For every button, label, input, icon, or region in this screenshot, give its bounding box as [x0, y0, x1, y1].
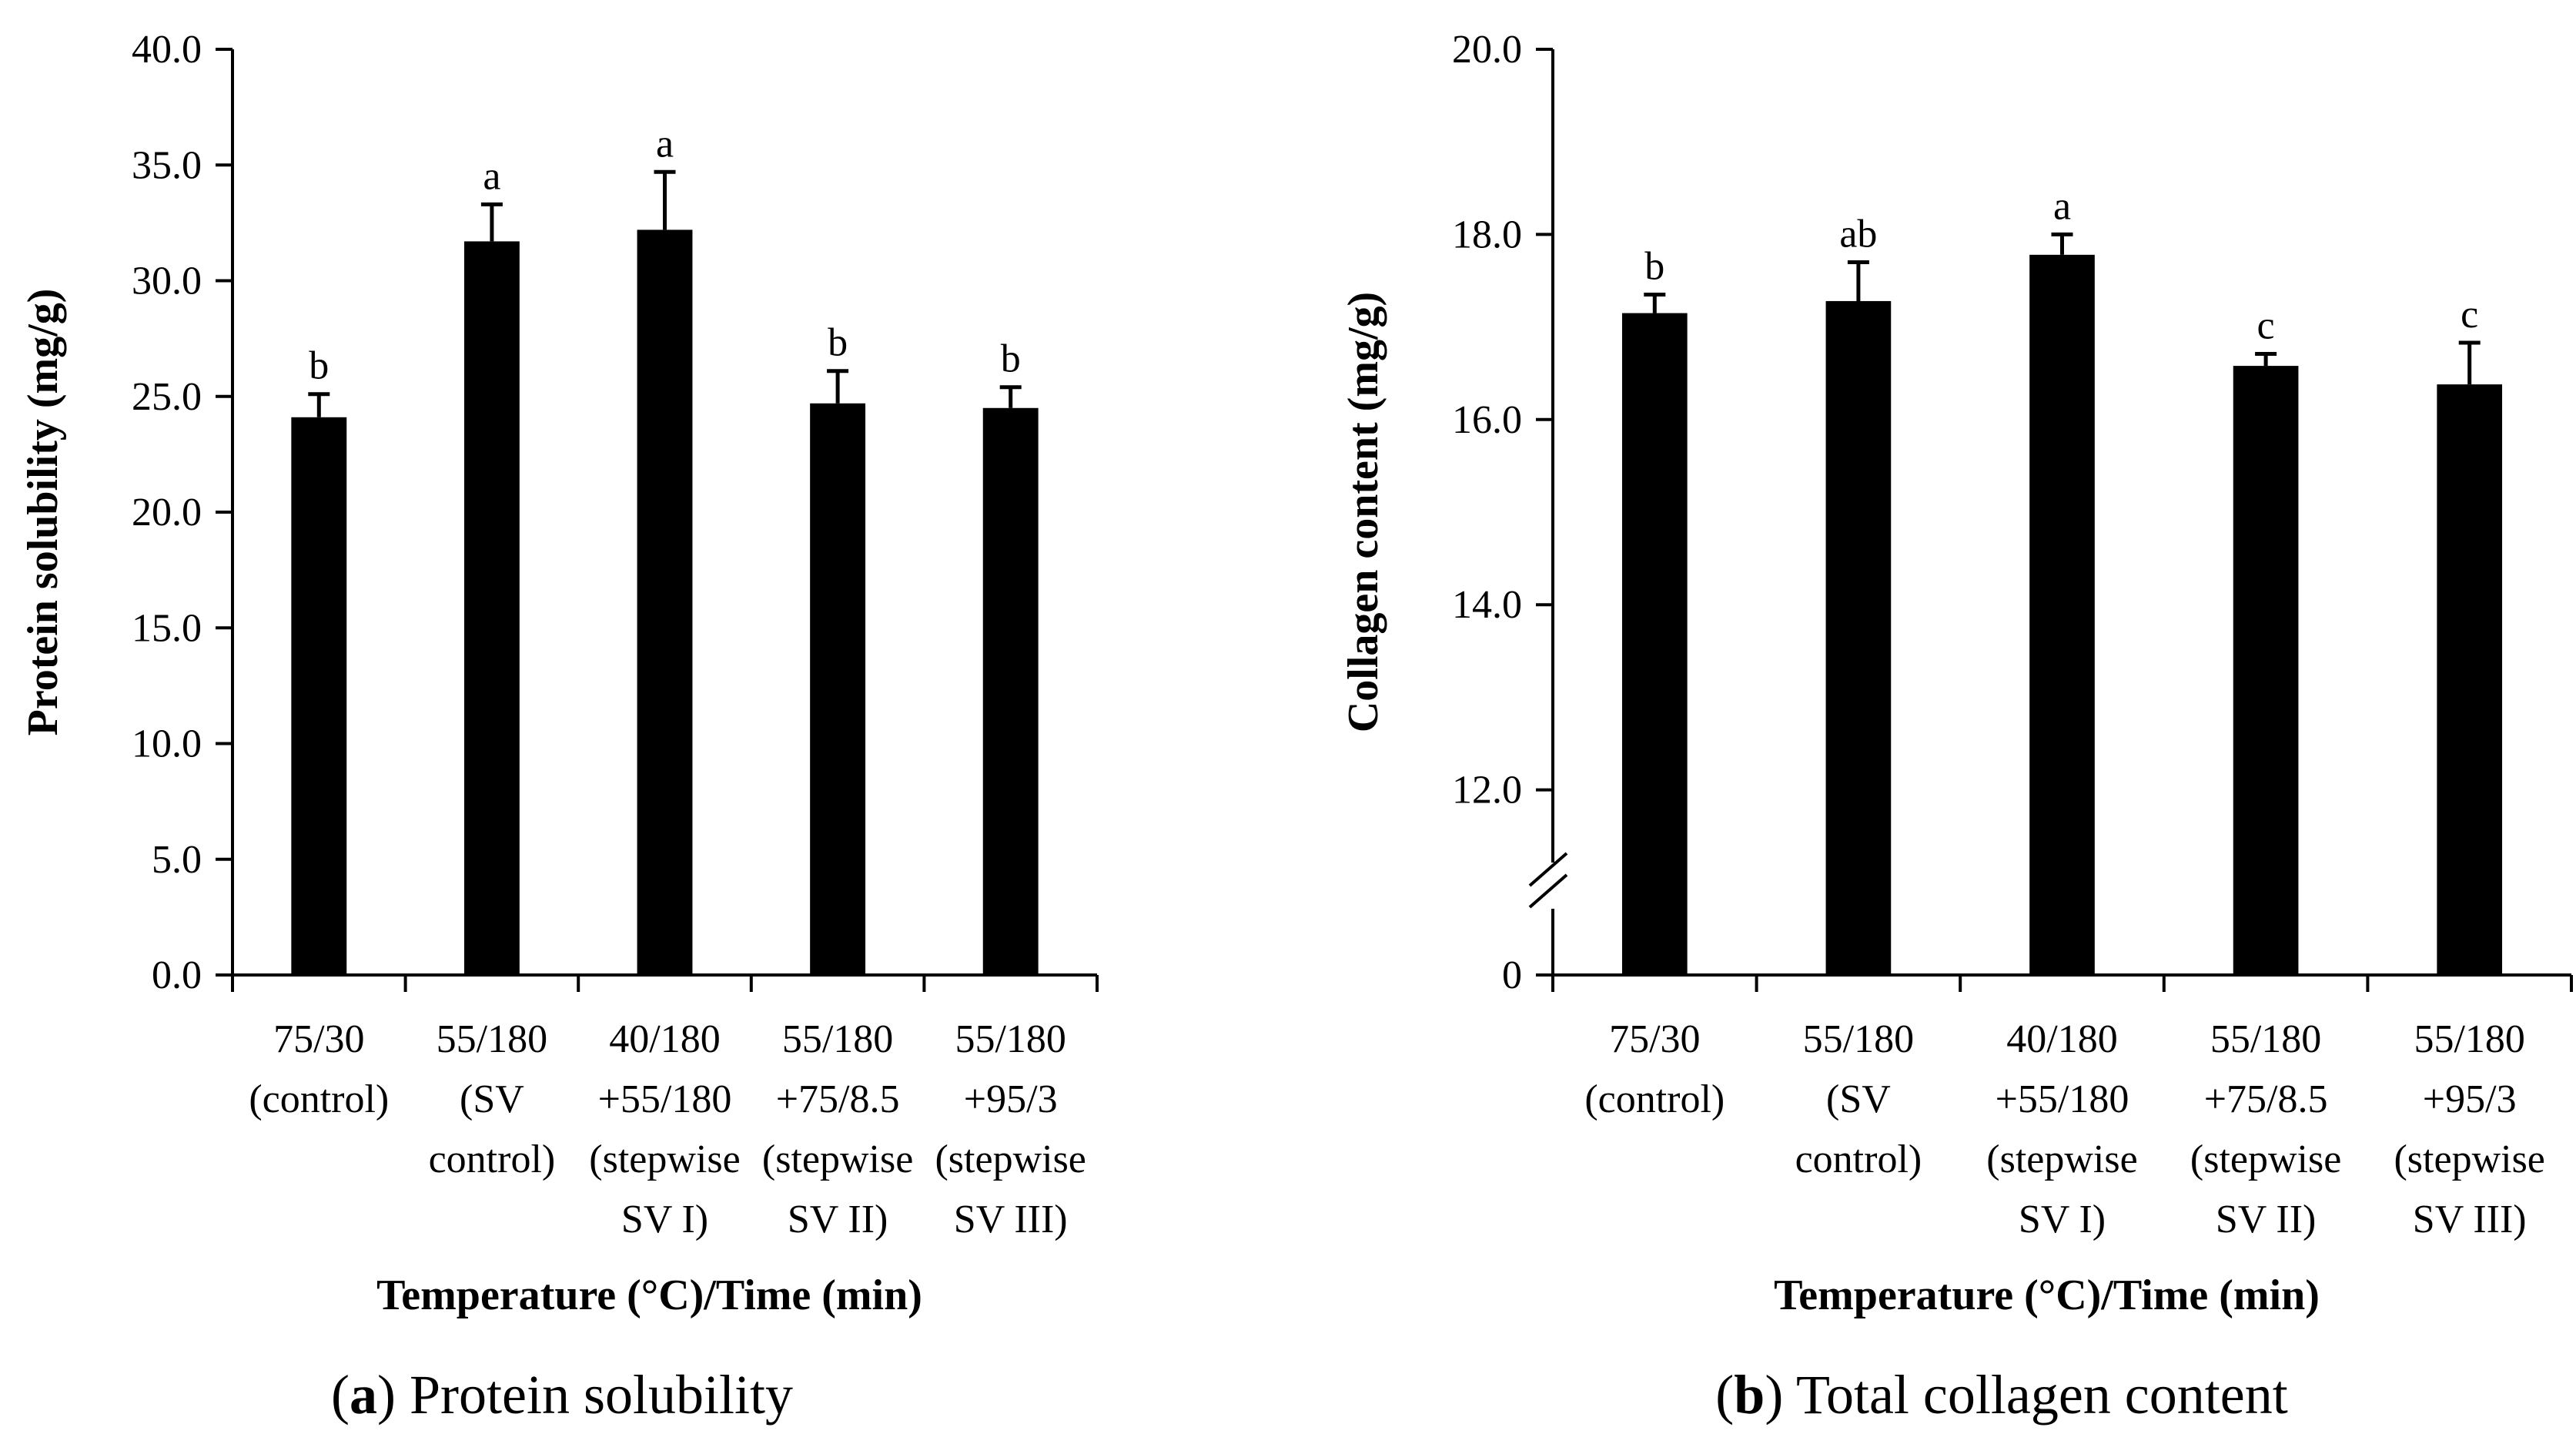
x-tick-label: 40/180: [609, 1017, 720, 1061]
x-tick-label: (stepwise: [935, 1137, 1086, 1181]
bar: [463, 241, 520, 975]
x-tick-label: SV I): [621, 1198, 708, 1241]
panel-caption: (a) Protein solubility: [331, 1364, 793, 1426]
bar: [1621, 313, 1688, 975]
panel-caption-text: ) Protein solubility: [377, 1364, 793, 1426]
y-tick-label: 30.0: [132, 260, 202, 303]
x-tick-label: (stepwise: [589, 1137, 740, 1181]
x-tick-label: SV III): [954, 1198, 1068, 1241]
significance-label: b: [1001, 337, 1021, 381]
y-axis-title: Collagen content (mg/g): [1340, 292, 1387, 732]
bar: [1825, 300, 1892, 976]
x-tick-label: (stepwise: [2190, 1137, 2341, 1181]
x-tick-label: control): [429, 1137, 556, 1181]
significance-label: c: [2461, 293, 2478, 337]
y-tick-label: 0: [1502, 953, 1522, 997]
panel-caption-letter: b: [1734, 1364, 1765, 1426]
panel-caption-letter: a: [350, 1364, 377, 1426]
x-tick-label: (stepwise: [2394, 1137, 2544, 1181]
y-tick-label: 16.0: [1452, 398, 1522, 442]
y-tick-label: 20.0: [132, 491, 202, 534]
x-tick-label: SV II): [788, 1198, 888, 1241]
panel-caption-text: ) Total collagen content: [1765, 1364, 2287, 1426]
bar: [2029, 254, 2095, 975]
x-tick-label: (control): [249, 1077, 389, 1121]
x-tick-label: (stepwise: [1986, 1137, 2137, 1181]
x-tick-label: 55/180: [437, 1017, 547, 1061]
bar: [291, 417, 347, 975]
x-tick-label: +95/3: [964, 1077, 1058, 1121]
axis-break-mark-upper: [1528, 852, 1568, 887]
significance-label: a: [2053, 184, 2071, 228]
y-tick-label: 40.0: [132, 28, 202, 72]
bar: [982, 407, 1039, 975]
y-tick-label: 25.0: [132, 375, 202, 419]
x-tick-label: control): [1795, 1137, 1922, 1181]
y-tick-label: 0.0: [152, 953, 202, 997]
x-tick-label: 55/180: [955, 1017, 1066, 1061]
significance-label: b: [309, 344, 329, 388]
significance-label: a: [656, 122, 674, 166]
panel-b: 012.014.016.018.020.0b75/30(control)ab55…: [1340, 28, 2573, 1426]
bar: [2233, 366, 2299, 976]
significance-label: c: [2257, 303, 2275, 347]
y-axis-title: Protein solubility (mg/g): [19, 289, 67, 736]
x-tick-label: +75/8.5: [776, 1077, 900, 1121]
x-tick-label: 75/30: [1609, 1017, 1700, 1061]
y-tick-label: 14.0: [1452, 583, 1522, 627]
x-tick-label: (control): [1584, 1077, 1725, 1121]
x-tick-label: SV I): [2019, 1198, 2106, 1241]
x-tick-label: 55/180: [1803, 1017, 1914, 1061]
x-tick-label: +75/8.5: [2204, 1077, 2328, 1121]
x-tick-label: +55/180: [598, 1077, 732, 1121]
y-tick-label: 5.0: [152, 838, 202, 882]
bar: [637, 229, 693, 975]
x-axis-title: Temperature (°C)/Time (min): [376, 1271, 922, 1319]
y-tick-label: 18.0: [1452, 213, 1522, 256]
y-tick-label: 10.0: [132, 722, 202, 766]
y-tick-label: 12.0: [1452, 769, 1522, 812]
x-tick-label: SV II): [2216, 1198, 2316, 1241]
y-tick-label: 35.0: [132, 143, 202, 187]
panel-a: 0.0 5.0 10.0 15.0 20.0 25.0 30.0 35.0 40.0 b 75/30…: [19, 28, 1099, 1426]
significance-label: a: [483, 154, 500, 198]
x-axis-title: Temperature (°C)/Time (min): [1774, 1271, 2320, 1319]
x-tick-label: (SV: [460, 1077, 524, 1121]
axis-break-mark-lower: [1528, 873, 1568, 909]
x-tick-label: +55/180: [1996, 1077, 2129, 1121]
bar: [2437, 384, 2503, 975]
x-tick-label: 55/180: [782, 1017, 893, 1061]
y-tick-label: 15.0: [132, 606, 202, 650]
x-tick-label: SV III): [2413, 1198, 2527, 1241]
x-tick-label: (SV: [1826, 1077, 1891, 1121]
significance-label: b: [828, 321, 848, 365]
x-tick-label: +95/3: [2423, 1077, 2517, 1121]
x-tick-label: 40/180: [2006, 1017, 2117, 1061]
x-tick-label: 55/180: [2414, 1017, 2524, 1061]
x-tick-label: (stepwise: [762, 1137, 913, 1181]
significance-label: b: [1644, 245, 1664, 289]
x-tick-label: 75/30: [273, 1017, 364, 1061]
y-tick-label: 20.0: [1452, 28, 1522, 72]
x-tick-label: 55/180: [2210, 1017, 2321, 1061]
bar: [810, 403, 866, 975]
panel-caption: (b) Total collagen content: [1715, 1364, 2287, 1426]
significance-label: ab: [1839, 212, 1877, 256]
